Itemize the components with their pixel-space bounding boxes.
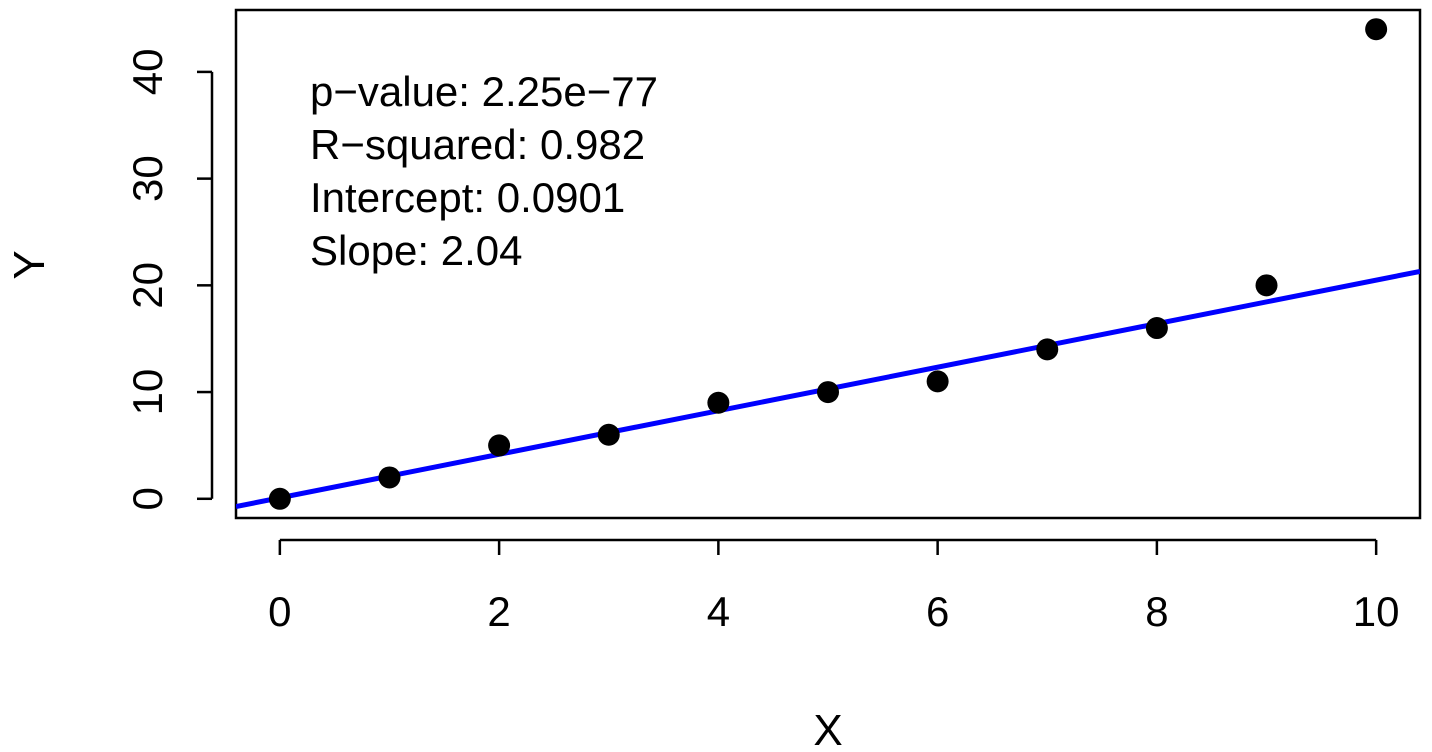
points-layer <box>268 18 1388 510</box>
x-tick-label: 2 <box>487 588 510 635</box>
data-point <box>926 370 949 393</box>
x-tick-label: 6 <box>926 588 949 635</box>
data-point <box>817 381 839 404</box>
data-point <box>1145 317 1168 340</box>
plot-frame <box>234 8 1422 520</box>
annotation-intercept: Intercept: 0.0901 <box>310 174 625 221</box>
data-point <box>1255 274 1278 297</box>
x-tick-label: 10 <box>1353 588 1400 635</box>
y-tick-label: 40 <box>124 49 171 96</box>
annotation-slope: Slope: 2.04 <box>310 227 523 274</box>
data-point <box>597 423 620 446</box>
data-point <box>1036 338 1059 361</box>
stats-annotation: p−value: 2.25e−77 R−squared: 0.982 Inter… <box>310 68 658 274</box>
x-tick-label: 0 <box>268 588 291 635</box>
x-axis: 0 2 4 6 8 10 <box>268 538 1400 635</box>
annotation-p-value: p−value: 2.25e−77 <box>310 68 658 115</box>
y-tick-label: 0 <box>124 487 171 510</box>
data-point <box>378 466 401 489</box>
x-axis-title: X <box>813 706 842 752</box>
x-tick-label: 4 <box>707 588 730 635</box>
y-tick-label: 10 <box>124 369 171 416</box>
x-tick-label: 8 <box>1145 588 1168 635</box>
annotation-r-squared: R−squared: 0.982 <box>310 121 645 168</box>
data-point <box>707 391 730 414</box>
data-point <box>268 487 291 510</box>
y-axis: 0 10 20 30 40 <box>124 49 214 510</box>
y-axis-title: Y <box>5 250 54 279</box>
y-tick-label: 20 <box>124 262 171 309</box>
y-tick-label: 30 <box>124 155 171 202</box>
data-point <box>488 434 511 457</box>
data-point <box>1365 18 1388 41</box>
